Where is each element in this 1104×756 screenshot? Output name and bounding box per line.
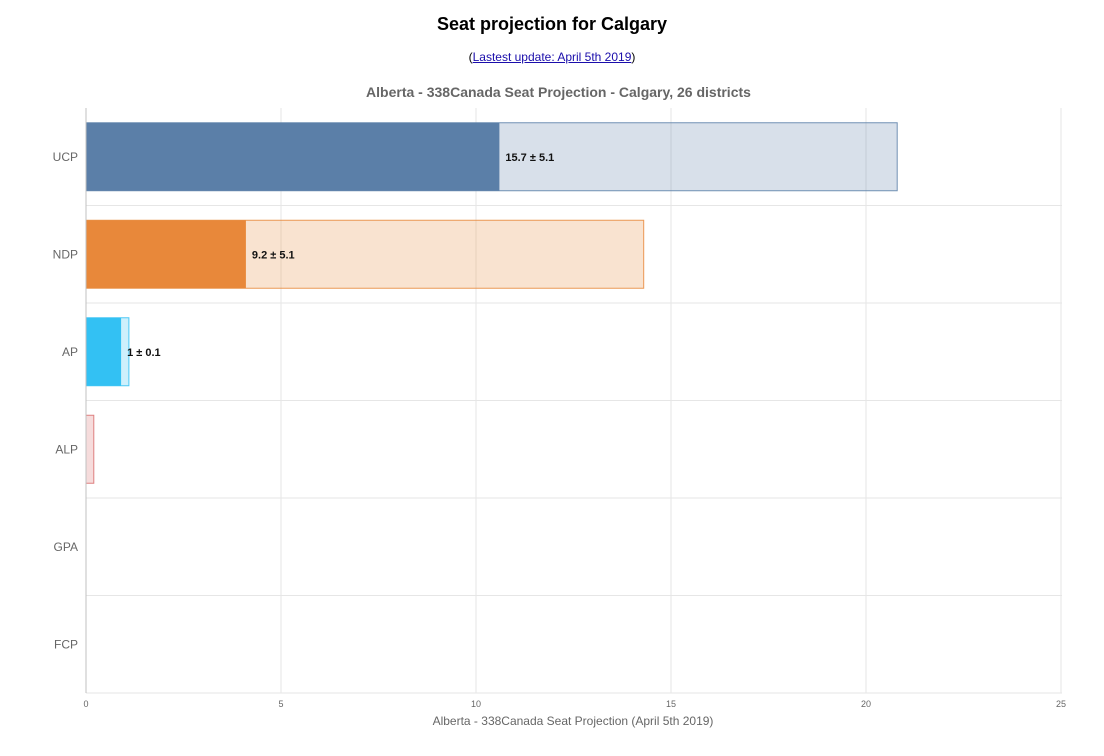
projection-bar-ucp	[86, 122, 500, 191]
data-label-ucp: 15.7 ± 5.1	[505, 152, 554, 164]
axis-layer: 0 5 10 15 20 25 UCP NDP AP ALP GPA FCP	[53, 108, 1066, 709]
category-label-ndp: NDP	[53, 247, 78, 261]
range-bar-alp	[85, 414, 95, 484]
category-label-alp: ALP	[55, 442, 78, 456]
grid-layer	[86, 108, 1062, 694]
page-title: Seat projection for Calgary	[436, 14, 668, 34]
data-label-ap: 1 ± 0.1	[127, 347, 161, 359]
bars-layer	[85, 122, 898, 484]
category-label-gpa: GPA	[54, 540, 78, 554]
x-tick-label-15: 15	[666, 699, 676, 709]
x-tick-label-25: 25	[1056, 699, 1066, 709]
data-label-ndp: 9.2 ± 5.1	[252, 249, 295, 261]
update-line: (Lastest update: April 5th 2019)	[0, 50, 1104, 64]
x-tick-label-0: 0	[83, 699, 88, 709]
projection-bar-ndp	[86, 220, 246, 289]
x-tick-label-10: 10	[471, 699, 481, 709]
labels-layer: 15.7 ± 5.1 9.2 ± 5.1 1 ± 0.1	[127, 152, 554, 359]
update-close-paren: )	[631, 50, 636, 64]
x-axis-title: Alberta - 338Canada Seat Projection (Apr…	[433, 714, 714, 728]
update-open-paren: (	[468, 50, 473, 64]
projection-bar-ap	[86, 317, 122, 386]
category-label-ucp: UCP	[53, 150, 78, 164]
category-label-ap: AP	[62, 345, 78, 359]
x-tick-label-5: 5	[278, 699, 283, 709]
latest-update-link[interactable]: Lastest update: April 5th 2019	[472, 50, 632, 64]
category-label-fcp: FCP	[54, 637, 78, 651]
chart-title: Alberta - 338Canada Seat Projection - Ca…	[366, 84, 751, 100]
x-tick-label-20: 20	[861, 699, 871, 709]
